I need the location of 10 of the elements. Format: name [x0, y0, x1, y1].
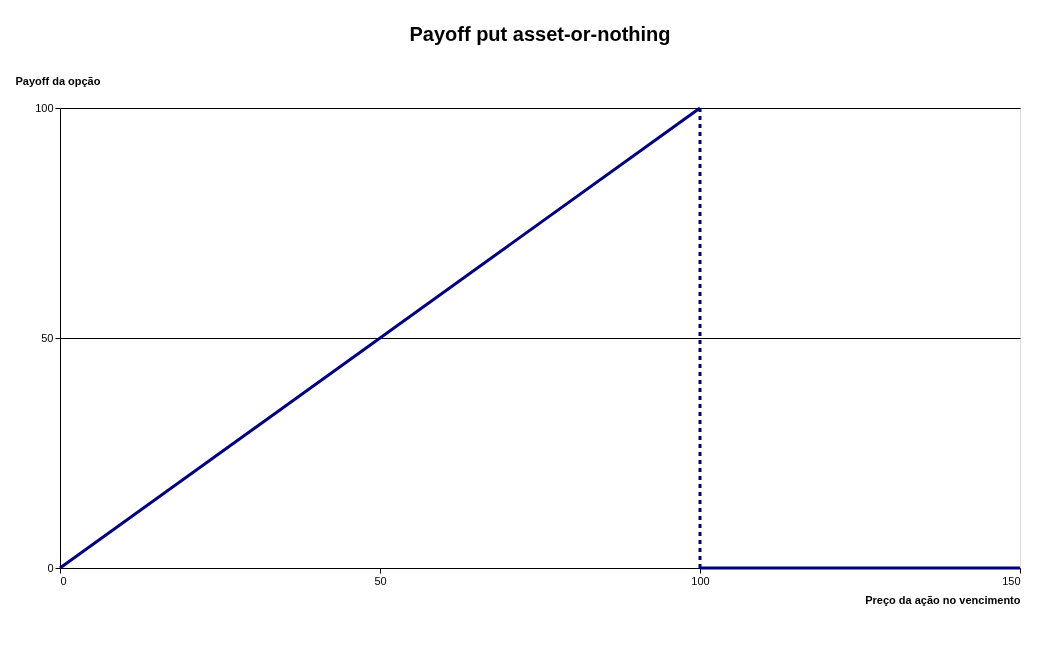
chart-title: Payoff put asset-or-nothing [409, 23, 671, 45]
y-axis-title: Payoff da opção [15, 74, 101, 87]
y-tick-label: 50 [41, 331, 54, 344]
x-tick-label: 0 [60, 574, 67, 587]
y-tick-label: 0 [47, 561, 54, 574]
x-tick-label: 150 [1002, 574, 1021, 587]
y-tick-label: 100 [35, 101, 54, 114]
x-tick-label: 100 [691, 574, 710, 587]
x-axis-title: Preço da ação no vencimento [865, 593, 1021, 606]
x-tick-label: 50 [374, 574, 387, 587]
